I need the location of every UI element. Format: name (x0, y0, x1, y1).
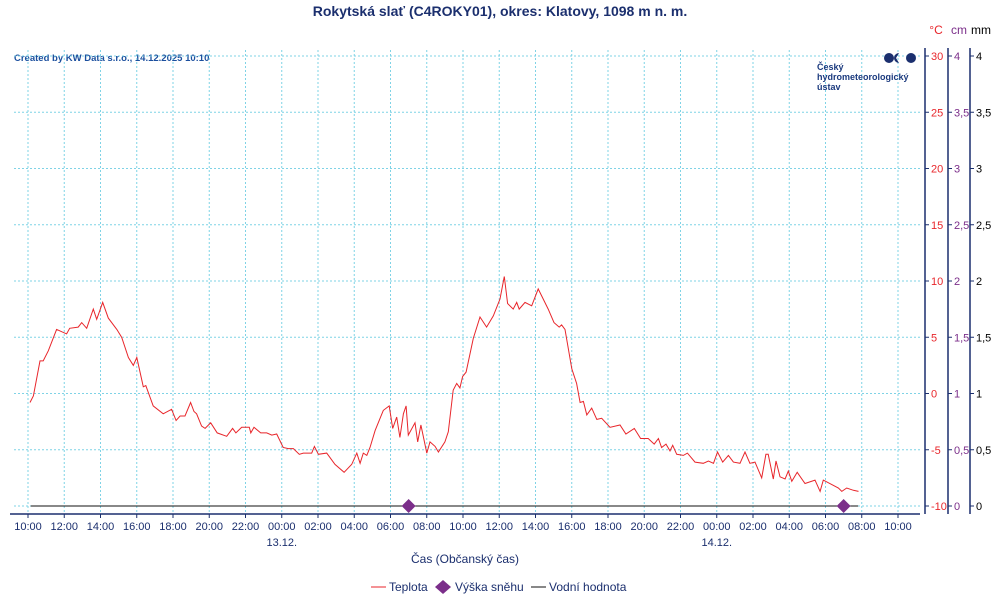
y-tick-label: 20 (931, 164, 943, 176)
y-tick-label: 15 (931, 220, 943, 232)
x-tick-label: 22:00 (667, 521, 695, 533)
x-tick-label: 02:00 (739, 521, 767, 533)
logo-line2: hydrometeorologický (817, 72, 909, 82)
y-tick-label: 25 (931, 107, 943, 119)
x-tick-label: 14:00 (87, 521, 115, 533)
y-tick-label: 30 (931, 51, 943, 63)
x-tick-label: 18:00 (159, 521, 187, 533)
x-axis-title: Čas (Občanský čas) (411, 551, 519, 566)
y-axis-unit-1: cm (951, 23, 967, 37)
y-tick-label: 0,5 (954, 445, 969, 457)
y-tick-label: 2,5 (954, 220, 969, 232)
legend-water-label: Vodní hodnota (549, 580, 627, 594)
logo-line3: ústav (817, 82, 841, 92)
y-tick-label: 3 (954, 164, 960, 176)
x-tick-label: 10:00 (884, 521, 912, 533)
x-tick-label: 12:00 (485, 521, 513, 533)
series (29, 276, 859, 513)
x-tick-label: 06:00 (812, 521, 840, 533)
y-tick-label: 4 (976, 51, 982, 63)
y-tick-label: 0 (954, 501, 960, 513)
y-tick-label: 0 (931, 389, 937, 401)
y-tick-label: 2 (976, 276, 982, 288)
x-tick-label: 16:00 (558, 521, 586, 533)
x-tick-label: 08:00 (848, 521, 876, 533)
x-tick-label: 08:00 (413, 521, 441, 533)
y-tick-label: 5 (931, 332, 937, 344)
y-tick-label: -10 (931, 501, 947, 513)
chart-title: Rokytská slať (C4ROKY01), okres: Klatovy… (313, 3, 688, 19)
x-tick-label: 04:00 (775, 521, 803, 533)
y-tick-label: 4 (954, 51, 960, 63)
y-tick-label: 1,5 (976, 332, 991, 344)
y-tick-label: 0 (976, 501, 982, 513)
y-tick-label: -5 (931, 445, 941, 457)
logo-line1: Český (817, 61, 844, 72)
axes: 10:00 12:00 14:00 16:00 18:00 20:00 22:00 00:00… (10, 23, 991, 549)
x-date-label: 13.12. (266, 537, 297, 549)
x-tick-label: 18:00 (594, 521, 622, 533)
legend-snow-label: Výška sněhu (455, 580, 524, 594)
snow-depth-point (836, 499, 851, 513)
y-tick-label: 2 (954, 276, 960, 288)
x-tick-label: 06:00 (377, 521, 405, 533)
x-tick-label: 16:00 (123, 521, 151, 533)
logo-half-dot-icon (894, 53, 899, 63)
chmi-logo: Český hydrometeorologický ústav (817, 53, 916, 92)
series-teplota-line (29, 276, 859, 493)
y-tick-label: 3,5 (976, 107, 991, 119)
y-tick-label: 1 (976, 389, 982, 401)
x-tick-label: 20:00 (195, 521, 223, 533)
y-tick-label: 1 (954, 389, 960, 401)
y-axis-unit-2: mm (971, 23, 991, 37)
y-tick-label: 3 (976, 164, 982, 176)
x-tick-label: 12:00 (50, 521, 78, 533)
y-tick-label: 2,5 (976, 220, 991, 232)
x-tick-label: 02:00 (304, 521, 332, 533)
x-tick-label: 00:00 (268, 521, 296, 533)
x-tick-label: 22:00 (232, 521, 260, 533)
y-tick-label: 1,5 (954, 332, 969, 344)
created-by-label: Created by KW Data s.r.o., 14.12.2025 10… (14, 53, 209, 64)
x-date-label: 14.12. (701, 537, 732, 549)
legend-snow-diamond-icon (435, 580, 451, 594)
logo-dot-icon (906, 53, 916, 63)
y-tick-label: 0,5 (976, 445, 991, 457)
logo-dot-icon (884, 53, 894, 63)
legend: Teplota Výška sněhu Vodní hodnota (371, 580, 627, 594)
x-tick-label: 04:00 (340, 521, 368, 533)
x-tick-label: 10:00 (449, 521, 477, 533)
x-tick-label: 20:00 (630, 521, 658, 533)
legend-teplota-label: Teplota (389, 580, 428, 594)
y-axis-unit-0: °C (929, 23, 943, 37)
x-tick-label: 14:00 (522, 521, 550, 533)
snow-depth-point (401, 499, 416, 513)
grid (14, 50, 920, 514)
y-tick-label: 10 (931, 276, 943, 288)
y-tick-label: 3,5 (954, 107, 969, 119)
x-tick-label: 10:00 (14, 521, 42, 533)
x-tick-label: 00:00 (703, 521, 731, 533)
